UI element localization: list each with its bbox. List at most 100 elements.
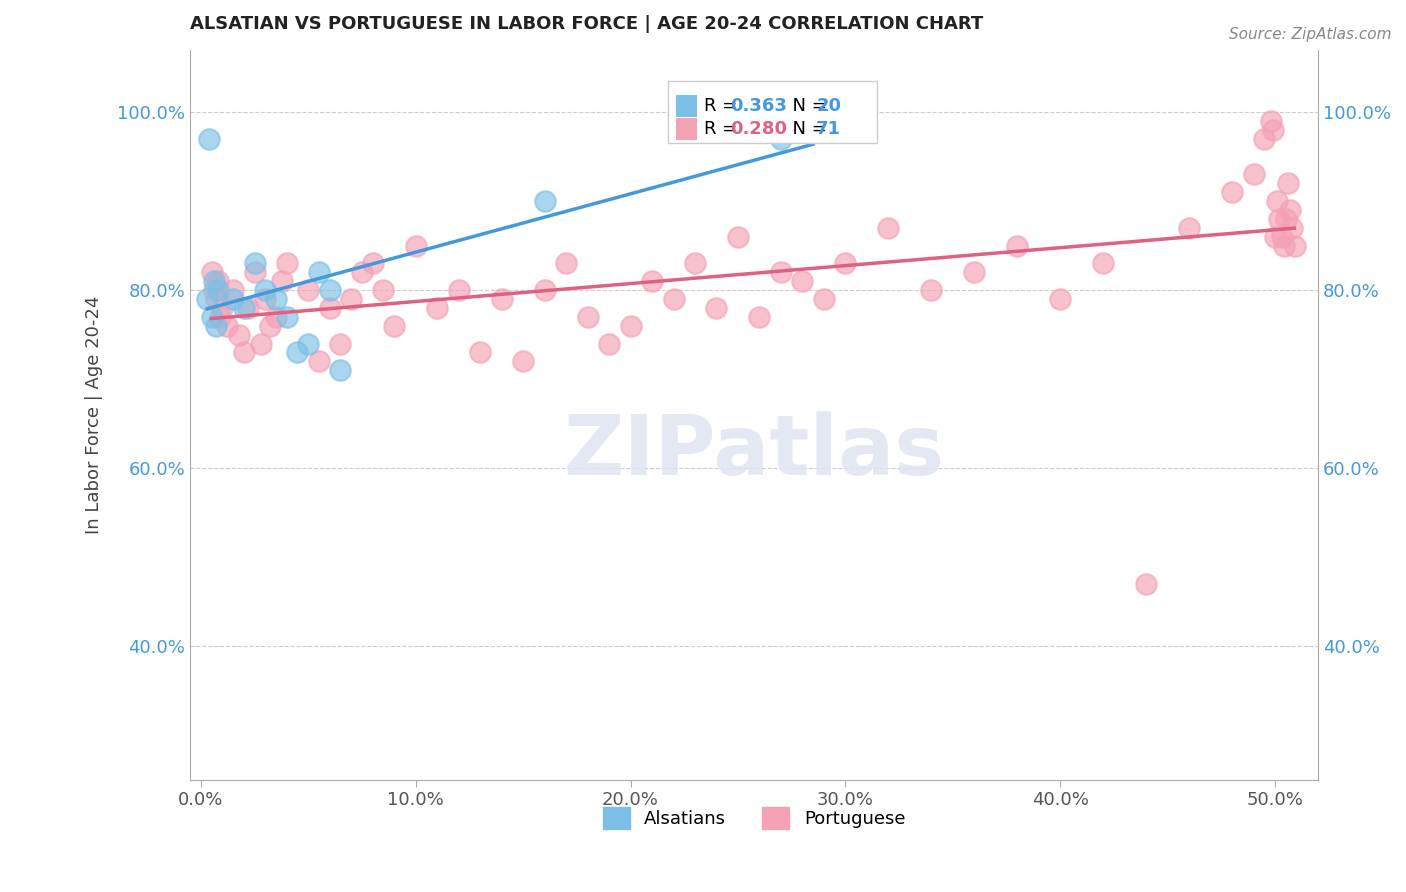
Text: Source: ZipAtlas.com: Source: ZipAtlas.com [1229, 27, 1392, 42]
Point [1243, 168, 1265, 182]
Point [1049, 292, 1071, 306]
Point [297, 283, 319, 297]
Point [211, 301, 233, 315]
Point [963, 265, 986, 279]
Point [319, 301, 342, 315]
Point [792, 274, 814, 288]
Point [207, 274, 229, 288]
Point [243, 265, 266, 279]
Point [254, 283, 277, 297]
Point [264, 292, 287, 306]
Point [200, 265, 222, 279]
Point [198, 132, 221, 146]
FancyBboxPatch shape [668, 81, 877, 144]
Point [1279, 202, 1302, 217]
Text: 0.363: 0.363 [730, 97, 787, 115]
Text: 0.280: 0.280 [730, 120, 787, 138]
Point [662, 292, 685, 306]
Y-axis label: In Labor Force | Age 20-24: In Labor Force | Age 20-24 [86, 295, 103, 534]
Point [207, 283, 229, 297]
Point [222, 283, 245, 297]
Point [801, 114, 824, 128]
Point [202, 274, 225, 288]
Point [250, 336, 273, 351]
Point [297, 336, 319, 351]
Point [706, 301, 728, 315]
Point [215, 318, 238, 333]
Point [232, 301, 254, 315]
Point [769, 265, 792, 279]
Point [1220, 186, 1243, 200]
Point [1277, 177, 1299, 191]
Point [920, 283, 942, 297]
Point [287, 345, 309, 359]
Point [598, 336, 620, 351]
Point [1178, 220, 1201, 235]
Point [769, 132, 792, 146]
Point [209, 310, 232, 324]
Point [271, 274, 294, 288]
Point [405, 238, 427, 252]
Point [264, 310, 287, 324]
Text: N =: N = [782, 97, 832, 115]
Point [1260, 114, 1282, 128]
Point [1284, 238, 1306, 252]
Point [834, 256, 856, 270]
Point [205, 292, 228, 306]
Text: ZIPatlas: ZIPatlas [564, 410, 945, 491]
Point [1271, 229, 1294, 244]
Point [683, 256, 706, 270]
Point [1261, 123, 1284, 137]
Point [1272, 238, 1295, 252]
Point [276, 310, 298, 324]
Point [350, 265, 373, 279]
Point [361, 256, 384, 270]
Point [373, 283, 395, 297]
Point [1264, 229, 1286, 244]
Point [200, 310, 222, 324]
Point [512, 354, 534, 368]
Point [1275, 211, 1298, 226]
Point [641, 274, 664, 288]
Point [319, 283, 342, 297]
FancyBboxPatch shape [676, 119, 696, 140]
Point [1253, 132, 1275, 146]
Point [308, 265, 330, 279]
Point [748, 310, 770, 324]
Point [877, 220, 900, 235]
Point [727, 229, 749, 244]
Point [468, 345, 491, 359]
Point [1265, 194, 1288, 208]
Point [228, 327, 250, 342]
Point [382, 318, 405, 333]
Point [491, 292, 513, 306]
Point [259, 318, 281, 333]
Legend: Alsatians, Portuguese: Alsatians, Portuguese [596, 800, 912, 837]
Point [533, 194, 555, 208]
Point [813, 292, 835, 306]
Point [222, 292, 245, 306]
FancyBboxPatch shape [676, 95, 696, 117]
Point [276, 256, 298, 270]
Point [329, 363, 352, 377]
Point [1268, 211, 1291, 226]
Point [340, 292, 363, 306]
Point [195, 292, 218, 306]
Point [1007, 238, 1029, 252]
Text: R =: R = [704, 97, 744, 115]
Point [236, 301, 259, 315]
Point [555, 256, 578, 270]
Point [1092, 256, 1115, 270]
Point [447, 283, 470, 297]
Text: 20: 20 [815, 97, 841, 115]
Point [426, 301, 449, 315]
Text: 71: 71 [815, 120, 841, 138]
Text: N =: N = [782, 120, 832, 138]
Point [202, 283, 225, 297]
Point [1135, 577, 1157, 591]
Point [1281, 220, 1303, 235]
Text: R =: R = [704, 120, 744, 138]
Point [533, 283, 555, 297]
Point [308, 354, 330, 368]
Point [329, 336, 352, 351]
